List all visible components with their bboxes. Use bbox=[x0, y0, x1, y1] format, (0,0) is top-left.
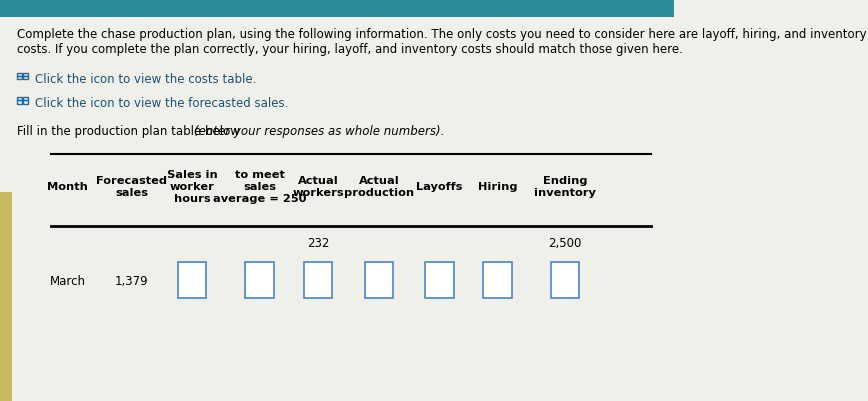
Text: Actual
workers: Actual workers bbox=[293, 176, 344, 197]
Bar bbox=[23, 97, 29, 101]
Text: Complete the chase production plan, using the following information. The only co: Complete the chase production plan, usin… bbox=[16, 28, 866, 41]
FancyBboxPatch shape bbox=[246, 263, 273, 299]
Text: Ending
inventory: Ending inventory bbox=[534, 176, 596, 197]
FancyBboxPatch shape bbox=[178, 263, 207, 299]
Bar bbox=[0, 0, 674, 18]
Text: (enter your responses as whole numbers).: (enter your responses as whole numbers). bbox=[194, 125, 444, 138]
FancyBboxPatch shape bbox=[304, 263, 332, 299]
Bar bbox=[16, 73, 23, 77]
FancyBboxPatch shape bbox=[365, 263, 393, 299]
Text: 232: 232 bbox=[307, 236, 330, 249]
Text: Click the icon to view the forecasted sales.: Click the icon to view the forecasted sa… bbox=[35, 97, 288, 110]
Bar bbox=[23, 77, 29, 80]
FancyBboxPatch shape bbox=[483, 263, 512, 299]
Bar bbox=[16, 97, 23, 101]
Text: Sales in
worker
hours: Sales in worker hours bbox=[167, 170, 218, 203]
Bar bbox=[0, 192, 12, 401]
Bar bbox=[23, 101, 29, 104]
Text: Click the icon to view the costs table.: Click the icon to view the costs table. bbox=[35, 73, 256, 86]
Text: Fill in the production plan table below: Fill in the production plan table below bbox=[16, 125, 244, 138]
Bar bbox=[16, 101, 23, 104]
Text: Month: Month bbox=[47, 182, 88, 191]
Text: 1,379: 1,379 bbox=[115, 274, 148, 287]
FancyBboxPatch shape bbox=[551, 263, 579, 299]
Text: March: March bbox=[49, 274, 85, 287]
Text: costs. If you complete the plan correctly, your hiring, layoff, and inventory co: costs. If you complete the plan correctl… bbox=[16, 43, 683, 56]
Text: to meet
sales
average = 250: to meet sales average = 250 bbox=[213, 170, 306, 203]
Text: 2,500: 2,500 bbox=[549, 236, 582, 249]
FancyBboxPatch shape bbox=[425, 263, 454, 299]
Text: Layoffs: Layoffs bbox=[417, 182, 463, 191]
Bar bbox=[23, 73, 29, 77]
Bar bbox=[16, 77, 23, 80]
Text: Forecasted
sales: Forecasted sales bbox=[96, 176, 167, 197]
Text: Hiring: Hiring bbox=[478, 182, 517, 191]
Text: Actual
production: Actual production bbox=[344, 176, 414, 197]
